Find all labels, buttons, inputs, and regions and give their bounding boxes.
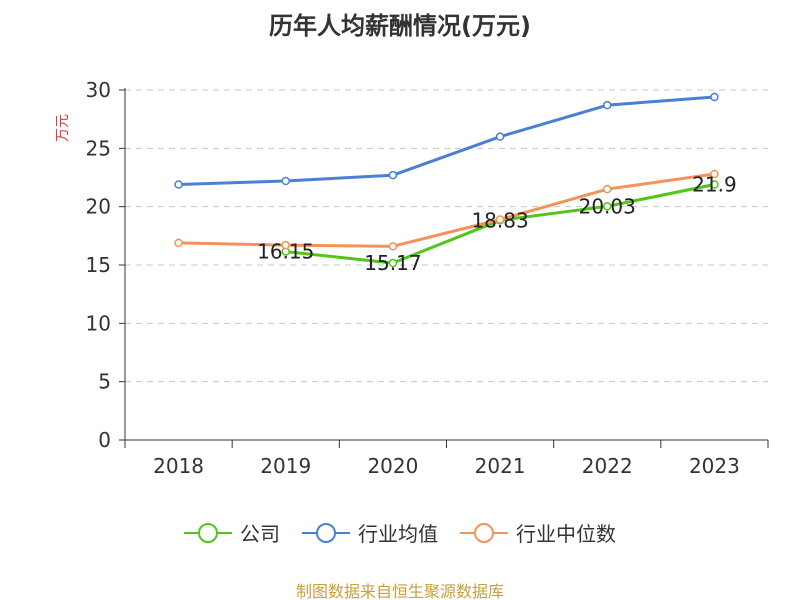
series-point-1: [174, 180, 183, 189]
legend-label-company: 公司: [240, 522, 280, 546]
series-line-2: [178, 172, 715, 248]
legend-label-industry-mean: 行业均值: [358, 522, 438, 546]
y-tick-label: 25: [86, 136, 111, 160]
series-point-2: [495, 215, 505, 224]
x-tick-label: 2021: [475, 454, 526, 478]
legend-item-industry-mean[interactable]: 行业均值: [302, 518, 438, 547]
chart-title: 历年人均薪酬情况(万元): [269, 12, 531, 40]
data-label: 15.17: [364, 251, 421, 275]
x-tick-label: 2023: [689, 454, 740, 478]
series-point-2: [603, 184, 612, 194]
legend-swatch-industry-mean: [302, 522, 350, 543]
legend: 公司 行业均值 行业中位数: [0, 518, 800, 547]
series-point-1: [603, 100, 612, 110]
series-point-0: [388, 258, 398, 268]
y-tick-label: 15: [86, 253, 111, 277]
legend-item-industry-median[interactable]: 行业中位数: [460, 518, 616, 547]
series-point-1: [495, 132, 505, 141]
series-point-0: [603, 202, 612, 211]
legend-swatch-industry-median: [460, 522, 508, 543]
series-point-2: [281, 240, 290, 250]
data-label: 18.83: [471, 208, 528, 232]
y-tick-label: 30: [86, 78, 111, 102]
y-tick-label: 10: [86, 311, 111, 335]
series-point-0: [710, 180, 719, 189]
data-label: 16.15: [257, 240, 314, 264]
data-source-note: 制图数据来自恒生聚源数据库: [295, 582, 504, 600]
data-label: 20.03: [579, 194, 636, 218]
legend-item-company[interactable]: 公司: [184, 518, 280, 547]
series-point-1: [710, 92, 719, 102]
y-tick-label: 20: [86, 195, 111, 219]
series-point-1: [281, 176, 290, 186]
series-point-2: [710, 169, 719, 179]
x-tick-label: 2018: [153, 454, 204, 478]
x-tick-label: 2020: [367, 454, 418, 478]
series-point-2: [388, 242, 398, 251]
series-point-1: [388, 170, 398, 180]
x-tick-label: 2019: [260, 454, 311, 478]
legend-swatch-company: [184, 522, 232, 543]
legend-label-industry-median: 行业中位数: [516, 522, 616, 546]
y-tick-label: 5: [98, 370, 111, 394]
y-tick-label: 0: [98, 428, 111, 452]
x-tick-label: 2022: [582, 454, 633, 478]
data-label: 21.9: [692, 173, 737, 197]
series-point-2: [174, 238, 183, 248]
series-line-1: [178, 95, 715, 186]
